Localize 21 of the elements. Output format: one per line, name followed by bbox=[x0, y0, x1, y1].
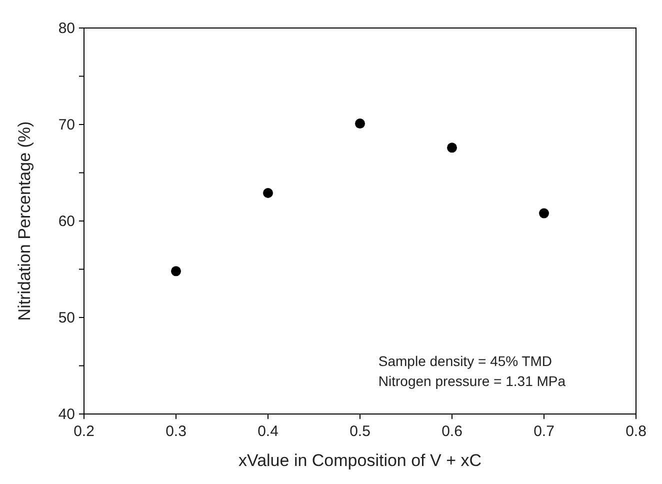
y-tick-label: 40 bbox=[58, 406, 75, 423]
x-tick-label: 0.5 bbox=[350, 423, 370, 440]
annotation: Nitrogen pressure = 1.31 MPa bbox=[378, 373, 566, 389]
x-tick-label: 0.2 bbox=[74, 423, 94, 440]
point bbox=[355, 118, 365, 129]
x-tick-label: 0.4 bbox=[258, 423, 278, 440]
x-tick-label: 0.7 bbox=[534, 423, 554, 440]
x-axis-title: xValue in Composition of V + xC bbox=[238, 451, 482, 470]
y-tick-label: 80 bbox=[58, 20, 75, 37]
y-tick-label: 60 bbox=[58, 213, 75, 230]
point bbox=[539, 208, 549, 218]
point bbox=[263, 188, 273, 198]
x-tick-label: 0.6 bbox=[442, 423, 462, 440]
y-axis-title: Nitridation Percentage (%) bbox=[15, 121, 34, 321]
x-tick-label: 0.3 bbox=[166, 423, 186, 440]
point bbox=[171, 266, 181, 276]
y-tick-label: 70 bbox=[58, 116, 75, 134]
y-tick-label: 50 bbox=[58, 310, 75, 326]
x-tick-label: 0.8 bbox=[626, 423, 646, 440]
point bbox=[447, 142, 457, 153]
annotation: Sample density = 45% TMD bbox=[378, 353, 552, 369]
